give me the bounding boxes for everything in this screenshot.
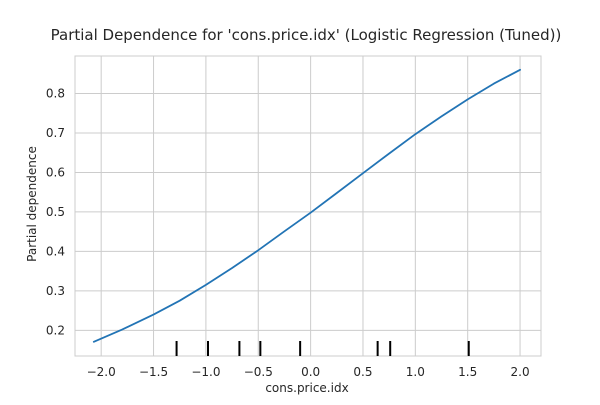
x-tick-label: −2.0 [87, 365, 116, 379]
x-tick-label: 0.0 [301, 365, 320, 379]
x-tick-label: 1.0 [406, 365, 425, 379]
y-tick-label: 0.5 [46, 205, 65, 219]
plot-frame [74, 55, 542, 357]
y-tick-label: 0.7 [46, 126, 65, 140]
y-tick-label: 0.3 [46, 284, 65, 298]
y-tick-label: 0.8 [46, 87, 65, 101]
y-tick-label: 0.6 [46, 165, 65, 179]
y-tick-label: 0.4 [46, 244, 65, 258]
y-tick-labels: 0.2 0.3 0.4 0.5 0.6 0.7 0.8 [46, 87, 65, 338]
x-tick-labels: −2.0 −1.5 −1.0 −0.5 0.0 0.5 1.0 1.5 2.0 [87, 365, 530, 379]
x-tick-label: −1.0 [191, 365, 220, 379]
rug-marks [175, 341, 470, 356]
y-axis-label: Partial dependence [25, 146, 39, 262]
x-tick-label: 0.5 [353, 365, 372, 379]
x-tick-label: 1.5 [458, 365, 477, 379]
x-tick-label: −1.5 [139, 365, 168, 379]
y-tick-label: 0.2 [46, 323, 65, 337]
x-axis-label: cons.price.idx [265, 381, 348, 395]
x-tick-label: 2.0 [511, 365, 530, 379]
x-tick-label: −0.5 [244, 365, 273, 379]
partial-dependence-line [92, 68, 521, 343]
grid [75, 56, 541, 356]
chart-title: Partial Dependence for 'cons.price.idx' … [51, 26, 562, 44]
series-layer [92, 68, 521, 343]
